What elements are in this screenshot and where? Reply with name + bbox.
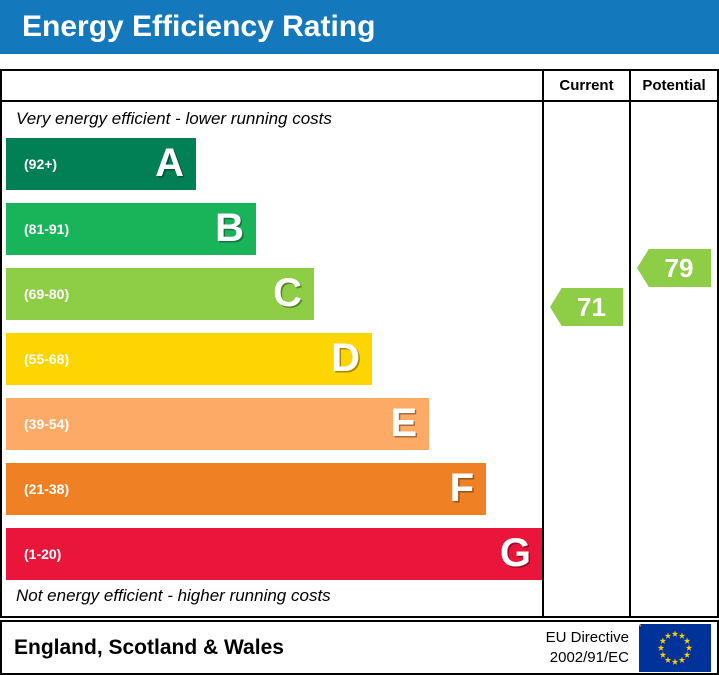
band-f-letter: F <box>449 466 474 511</box>
footer: England, Scotland & Wales EU Directive 2… <box>0 620 719 675</box>
band-e-letter: E <box>390 401 417 446</box>
potential-column: 79 <box>629 102 717 616</box>
potential-rating-arrow: 79 <box>637 249 711 287</box>
current-column-header: Current <box>542 71 629 102</box>
band-c-letter: C <box>273 271 302 316</box>
band-b-range: (81-91) <box>24 221 70 237</box>
band-a-letter: A <box>155 141 184 186</box>
band-g-letter: G <box>499 531 531 576</box>
current-column: 71 <box>542 102 629 616</box>
band-g-range: (1-20) <box>24 546 62 562</box>
band-d-range: (55-68) <box>24 351 70 367</box>
current-rating-arrow: 71 <box>550 288 623 326</box>
band-a-range: (92+) <box>24 156 58 172</box>
rating-bands: (92+) A (81-91) B (69-80) C (55-68) D (3… <box>6 138 543 593</box>
potential-column-header: Potential <box>629 71 717 102</box>
band-e-range: (39-54) <box>24 416 70 432</box>
bands-area: Very energy efficient - lower running co… <box>2 102 543 616</box>
eu-directive-line1: EU Directive <box>545 629 629 646</box>
band-f: (21-38) F <box>6 463 486 515</box>
band-a: (92+) A <box>6 138 196 190</box>
eu-flag-icon <box>639 623 711 672</box>
bottom-note: Not energy efficient - higher running co… <box>16 586 331 605</box>
region-label: England, Scotland & Wales <box>14 635 284 659</box>
band-c: (69-80) C <box>6 268 314 320</box>
band-b-letter: B <box>215 206 244 251</box>
eu-directive-label: EU Directive 2002/91/EC <box>546 628 629 667</box>
band-e: (39-54) E <box>6 398 429 450</box>
eu-directive-line2: 2002/91/EC <box>549 648 629 666</box>
band-d-letter: D <box>331 336 360 381</box>
band-d: (55-68) D <box>6 333 372 385</box>
page-title: Energy Efficiency Rating <box>0 0 719 54</box>
band-c-range: (69-80) <box>24 286 70 302</box>
band-f-range: (21-38) <box>24 481 70 497</box>
band-g: (1-20) G <box>6 528 543 580</box>
energy-efficiency-chart: Current Potential Very energy efficient … <box>0 69 719 618</box>
top-note: Very energy efficient - lower running co… <box>16 109 332 128</box>
chart-header-spacer <box>2 71 542 102</box>
band-b: (81-91) B <box>6 203 256 255</box>
